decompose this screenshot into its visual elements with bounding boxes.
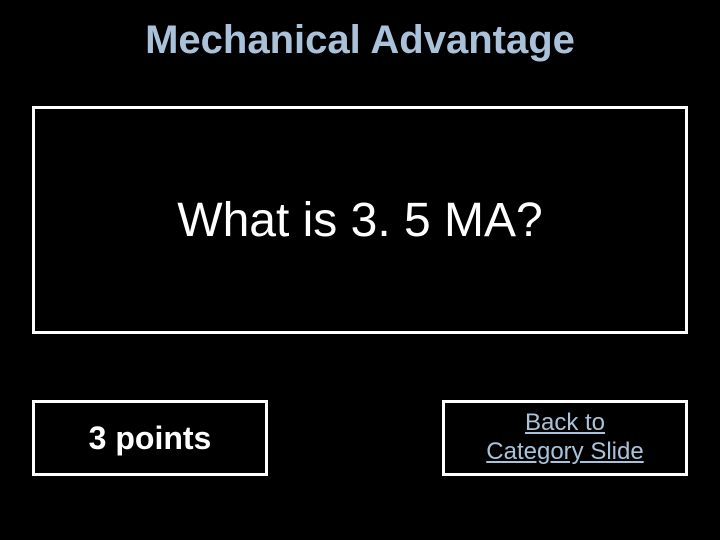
points-box: 3 points [32,400,268,476]
answer-box: What is 3. 5 MA? [32,106,688,334]
back-link-box[interactable]: Back to Category Slide [442,400,688,476]
answer-text: What is 3. 5 MA? [177,193,542,248]
points-label: 3 points [89,420,212,457]
back-link[interactable]: Back to Category Slide [486,409,643,467]
slide-title: Mechanical Advantage [0,0,720,63]
back-link-line1: Back to [525,409,605,436]
back-link-line2: Category Slide [486,438,643,465]
